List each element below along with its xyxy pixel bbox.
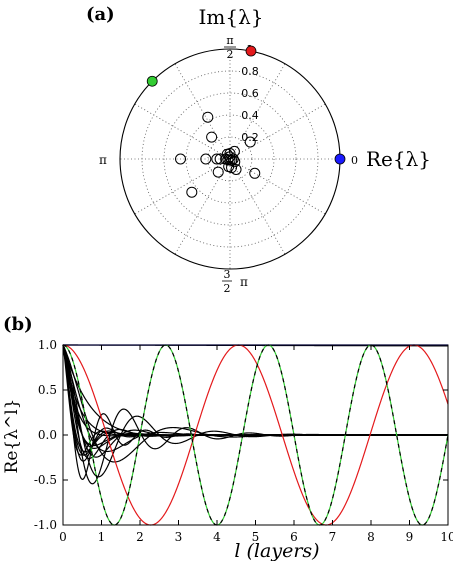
grid-spoke <box>174 158 231 255</box>
y-axis-label: Re{λ^l} <box>2 399 22 474</box>
eigenvalue-marker <box>226 162 238 174</box>
imag-axis-label: Im{λ} <box>199 5 264 29</box>
series-line <box>62 344 448 437</box>
x-tick-label: 2 <box>136 530 144 544</box>
grid-spoke <box>134 103 231 160</box>
radial-tick-label: 0.8 <box>241 65 259 78</box>
y-ticks: -1.0 -0.5 0.0 0.5 1.0 <box>34 338 448 532</box>
x-tick-label: 6 <box>290 530 298 544</box>
angle-label-pi: π <box>99 153 107 167</box>
series-line <box>62 344 448 480</box>
svg-text:3: 3 <box>224 268 231 281</box>
y-tick-label: 1.0 <box>38 338 57 352</box>
x-tick-label: 4 <box>213 530 221 544</box>
grid-spoke <box>174 63 231 160</box>
series-line <box>62 344 448 437</box>
x-tick-label: 9 <box>406 530 414 544</box>
panel-label-b: (b) <box>3 314 33 335</box>
angle-label-half-pi: π 2 <box>224 34 236 61</box>
svg-text:π: π <box>240 275 248 289</box>
grid-spoke <box>229 103 326 160</box>
panel-label-a: (a) <box>86 4 115 25</box>
grid-spoke <box>229 63 286 160</box>
eigenvalue-marker <box>202 111 214 123</box>
eigenvalue-marker <box>214 153 226 165</box>
grid-spoke <box>229 158 326 215</box>
real-axis-label: Re{λ} <box>366 147 431 171</box>
svg-text:Re{λ^l}: Re{λ^l} <box>2 399 22 474</box>
y-tick-label: 0.5 <box>38 383 57 397</box>
x-tick-label: 3 <box>175 530 183 544</box>
x-tick-label: 10 <box>440 530 453 544</box>
radial-tick-label: 0.6 <box>241 87 259 100</box>
eigenvalue-marker <box>200 153 212 165</box>
grid-spoke <box>229 158 286 255</box>
series-lines <box>62 344 449 526</box>
series-line <box>62 344 449 526</box>
svg-text:2: 2 <box>224 282 231 295</box>
x-tick-label: 1 <box>98 530 106 544</box>
x-tick-label: 5 <box>252 530 260 544</box>
polar-panel: (a) 0.20.40.60.81 π 2 π 0 3 2 π Im{λ} Re… <box>86 4 431 295</box>
line-panel: (b) 0 1 2 3 4 5 6 7 8 9 10 -1.0 -0.5 0.0 0.5 1.0 Re{λ^… <box>2 314 453 561</box>
grid-ring <box>185 114 275 204</box>
svg-text:2: 2 <box>227 48 234 61</box>
y-tick-label: 0.0 <box>38 428 57 442</box>
svg-text:π: π <box>226 34 233 47</box>
radial-tick-labels: 0.20.40.60.81 <box>241 43 259 144</box>
highlighted-eigenvalue-marker <box>245 45 257 57</box>
grid-ring <box>163 92 297 226</box>
eigenvalue-marker <box>175 153 186 165</box>
series-line <box>62 344 448 436</box>
x-tick-label: 0 <box>59 530 67 544</box>
x-ticks: 0 1 2 3 4 5 6 7 8 9 10 <box>59 345 453 544</box>
angle-label-three-half-pi: 3 2 π <box>222 268 248 295</box>
y-tick-label: -0.5 <box>34 473 57 487</box>
highlighted-eigenvalue-marker <box>146 75 158 87</box>
series-line <box>62 344 449 485</box>
eigenvalue-marker <box>212 166 224 178</box>
grid-spoke <box>134 158 231 215</box>
eigenvalue-marker <box>211 153 223 165</box>
eigenvalue-marker <box>186 186 198 198</box>
angle-label-zero: 0 <box>351 154 358 167</box>
series-line <box>62 344 448 456</box>
x-tick-label: 7 <box>329 530 337 544</box>
y-tick-label: -1.0 <box>34 518 57 532</box>
x-axis-label: l (layers) <box>234 540 319 561</box>
eigenvalue-marker <box>230 163 242 175</box>
eigenvalue-marker <box>244 136 256 148</box>
polar-grid <box>119 48 341 270</box>
eigenvalue-marker <box>249 167 261 179</box>
series-line <box>62 344 449 526</box>
eigenvalue-marker <box>206 131 218 143</box>
radial-tick-label: 0.4 <box>241 109 259 122</box>
eigenvalue-markers <box>175 111 261 198</box>
highlighted-eigenvalue-marker <box>334 153 346 165</box>
x-tick-label: 8 <box>367 530 375 544</box>
highlighted-eigenvalues <box>146 45 346 165</box>
